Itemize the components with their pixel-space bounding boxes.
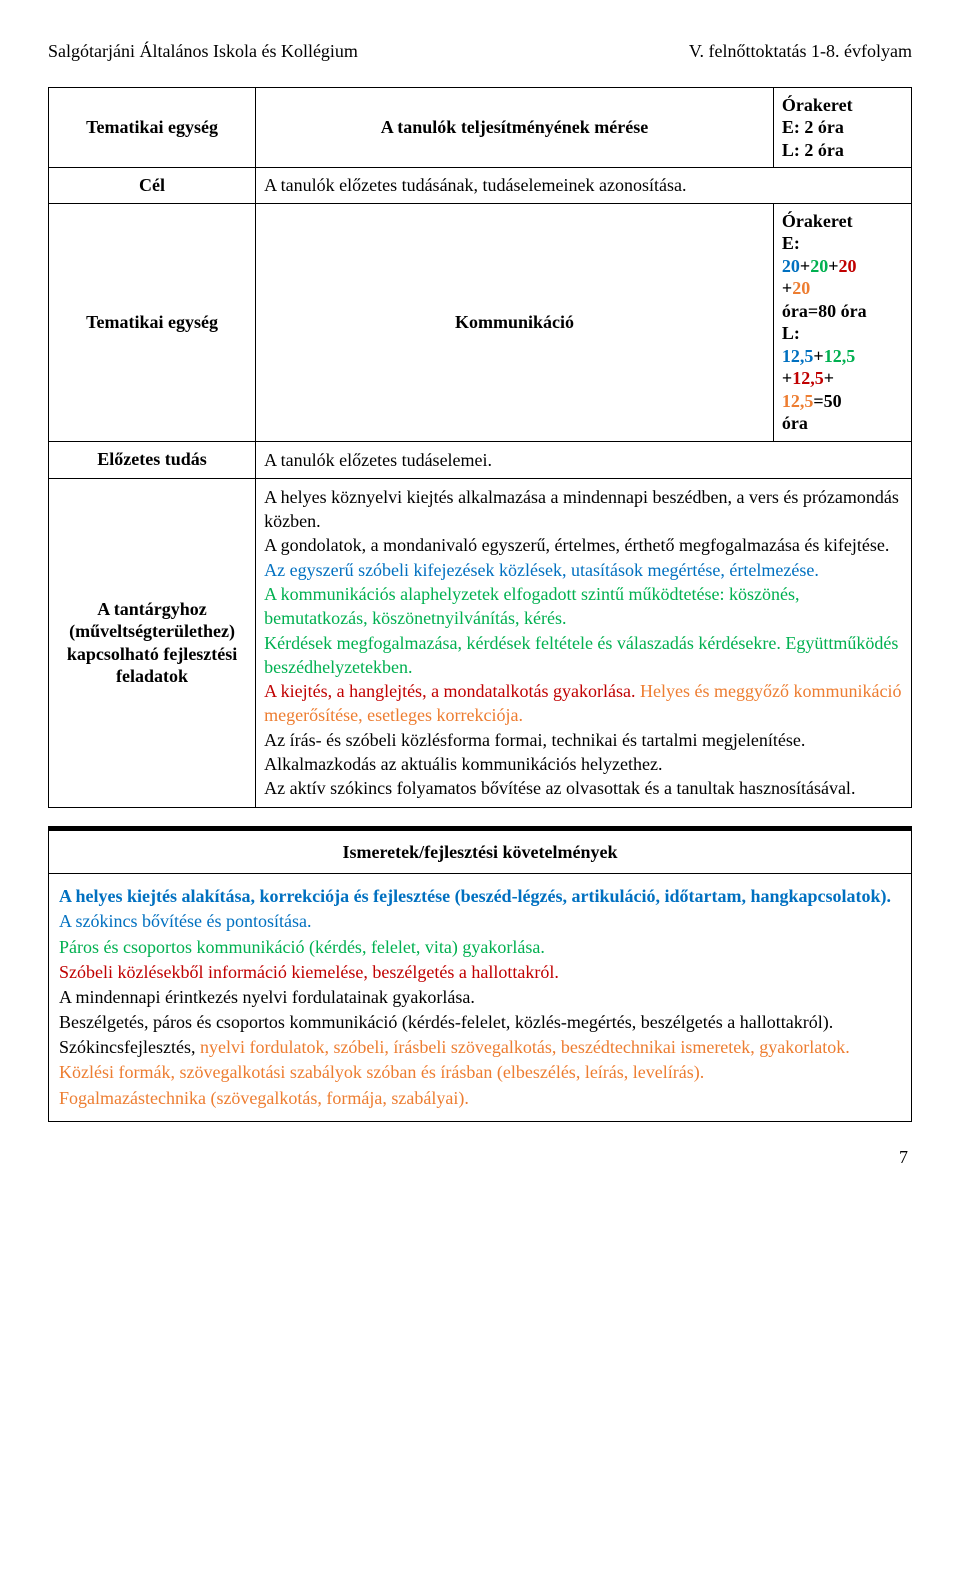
page-number: 7	[48, 1146, 912, 1169]
unit-value-2: Kommunikáció	[256, 204, 774, 442]
l-p1: 12,5	[782, 346, 814, 366]
e-p4: 20	[792, 278, 810, 298]
l-unit: óra	[782, 413, 808, 433]
prior-value: A tanulók előzetes tudáselemei.	[256, 441, 912, 478]
top-hours: Órakeret E: 2 óra L: 2 óra	[773, 87, 911, 168]
req-l5: A mindennapi érintkezés nyelvi fordulata…	[59, 987, 475, 1007]
req-body: A helyes kiejtés alakítása, korrekciója …	[49, 874, 912, 1122]
body-p2: A gondolatok, a mondanivaló egyszerű, ér…	[264, 535, 889, 555]
e-p1: 20	[782, 256, 800, 276]
req-l4: Szóbeli közlésekből információ kiemelése…	[59, 962, 559, 982]
body-p1: A helyes köznyelvi kiejtés alkalmazása a…	[264, 487, 899, 531]
body-p4b: Kérdések megfogalmazása, kérdések feltét…	[264, 633, 898, 677]
body-p3: Az egyszerű szóbeli kifejezések közlések…	[264, 560, 819, 580]
req-l7b: nyelvi fordulatok, szóbeli, írásbeli szö…	[200, 1037, 850, 1057]
l-p3: 12,5	[792, 368, 824, 388]
e-p3: 20	[838, 256, 856, 276]
l-p2: 12,5	[824, 346, 856, 366]
header-right: V. felnőttoktatás 1-8. évfolyam	[689, 40, 912, 63]
requirements-table: Ismeretek/fejlesztési követelmények A he…	[48, 830, 912, 1122]
req-l7a: Szókincsfejlesztés,	[59, 1037, 200, 1057]
header-left: Salgótarjáni Általános Iskola és Kollégi…	[48, 40, 358, 63]
second-table: Tematikai egység Kommunikáció Órakeret E…	[48, 204, 912, 808]
second-row-prior: Előzetes tudás A tanulók előzetes tudáse…	[49, 441, 912, 478]
unit-label: Tematikai egység	[49, 87, 256, 168]
body-p4a: A kommunikációs alaphelyzetek elfogadott…	[264, 584, 799, 628]
prior-label: Előzetes tudás	[49, 441, 256, 478]
req-l3: Páros és csoportos kommunikáció (kérdés,…	[59, 937, 545, 957]
unit-value: A tanulók teljesítményének mérése	[256, 87, 774, 168]
hours-label-2: Órakeret	[782, 211, 853, 231]
second-row-unit: Tematikai egység Kommunikáció Órakeret E…	[49, 204, 912, 442]
e-label: E:	[782, 233, 800, 253]
hours-label: Órakeret	[782, 95, 853, 115]
req-l1: A helyes kiejtés alakítása, korrekciója …	[59, 886, 891, 906]
goal-value: A tanulók előzetes tudásának, tudáseleme…	[256, 168, 912, 204]
e-sum: óra=80 óra	[782, 301, 867, 321]
l-eq: =50	[813, 391, 841, 411]
tasks-label: A tantárgyhoz (műveltségterülethez) kapc…	[49, 478, 256, 807]
body-p5a: A kiejtés, a hanglejtés, a mondatalkotás…	[264, 681, 635, 701]
second-row-tasks: A tantárgyhoz (műveltségterülethez) kapc…	[49, 478, 912, 807]
e-p2: 20	[810, 256, 828, 276]
hours-e: E: 2 óra	[782, 117, 844, 137]
page-header: Salgótarjáni Általános Iskola és Kollégi…	[48, 40, 912, 63]
req-l7c: Közlési formák, szövegalkotási szabályok…	[59, 1062, 704, 1082]
body-p7: Az aktív szókincs folyamatos bővítése az…	[264, 778, 855, 798]
req-l2: A szókincs bővítése és pontosítása.	[59, 911, 311, 931]
req-l8: Fogalmazástechnika (szövegalkotás, formá…	[59, 1088, 469, 1108]
hours-cell-2: Órakeret E: 20+20+20 +20 óra=80 óra L: 1…	[773, 204, 911, 442]
top-row-goal: Cél A tanulók előzetes tudásának, tudáse…	[49, 168, 912, 204]
top-table: Tematikai egység A tanulók teljesítményé…	[48, 87, 912, 204]
top-row-unit: Tematikai egység A tanulók teljesítményé…	[49, 87, 912, 168]
goal-label: Cél	[49, 168, 256, 204]
l-p4: 12,5	[782, 391, 814, 411]
req-l6: Beszélgetés, páros és csoportos kommunik…	[59, 1012, 833, 1032]
hours-l: L: 2 óra	[782, 140, 844, 160]
l-label: L:	[782, 323, 800, 343]
unit-label-2: Tematikai egység	[49, 204, 256, 442]
req-header: Ismeretek/fejlesztési követelmények	[49, 830, 912, 874]
body-p6: Az írás- és szóbeli közlésforma formai, …	[264, 730, 805, 774]
tasks-body: A helyes köznyelvi kiejtés alkalmazása a…	[256, 478, 912, 807]
